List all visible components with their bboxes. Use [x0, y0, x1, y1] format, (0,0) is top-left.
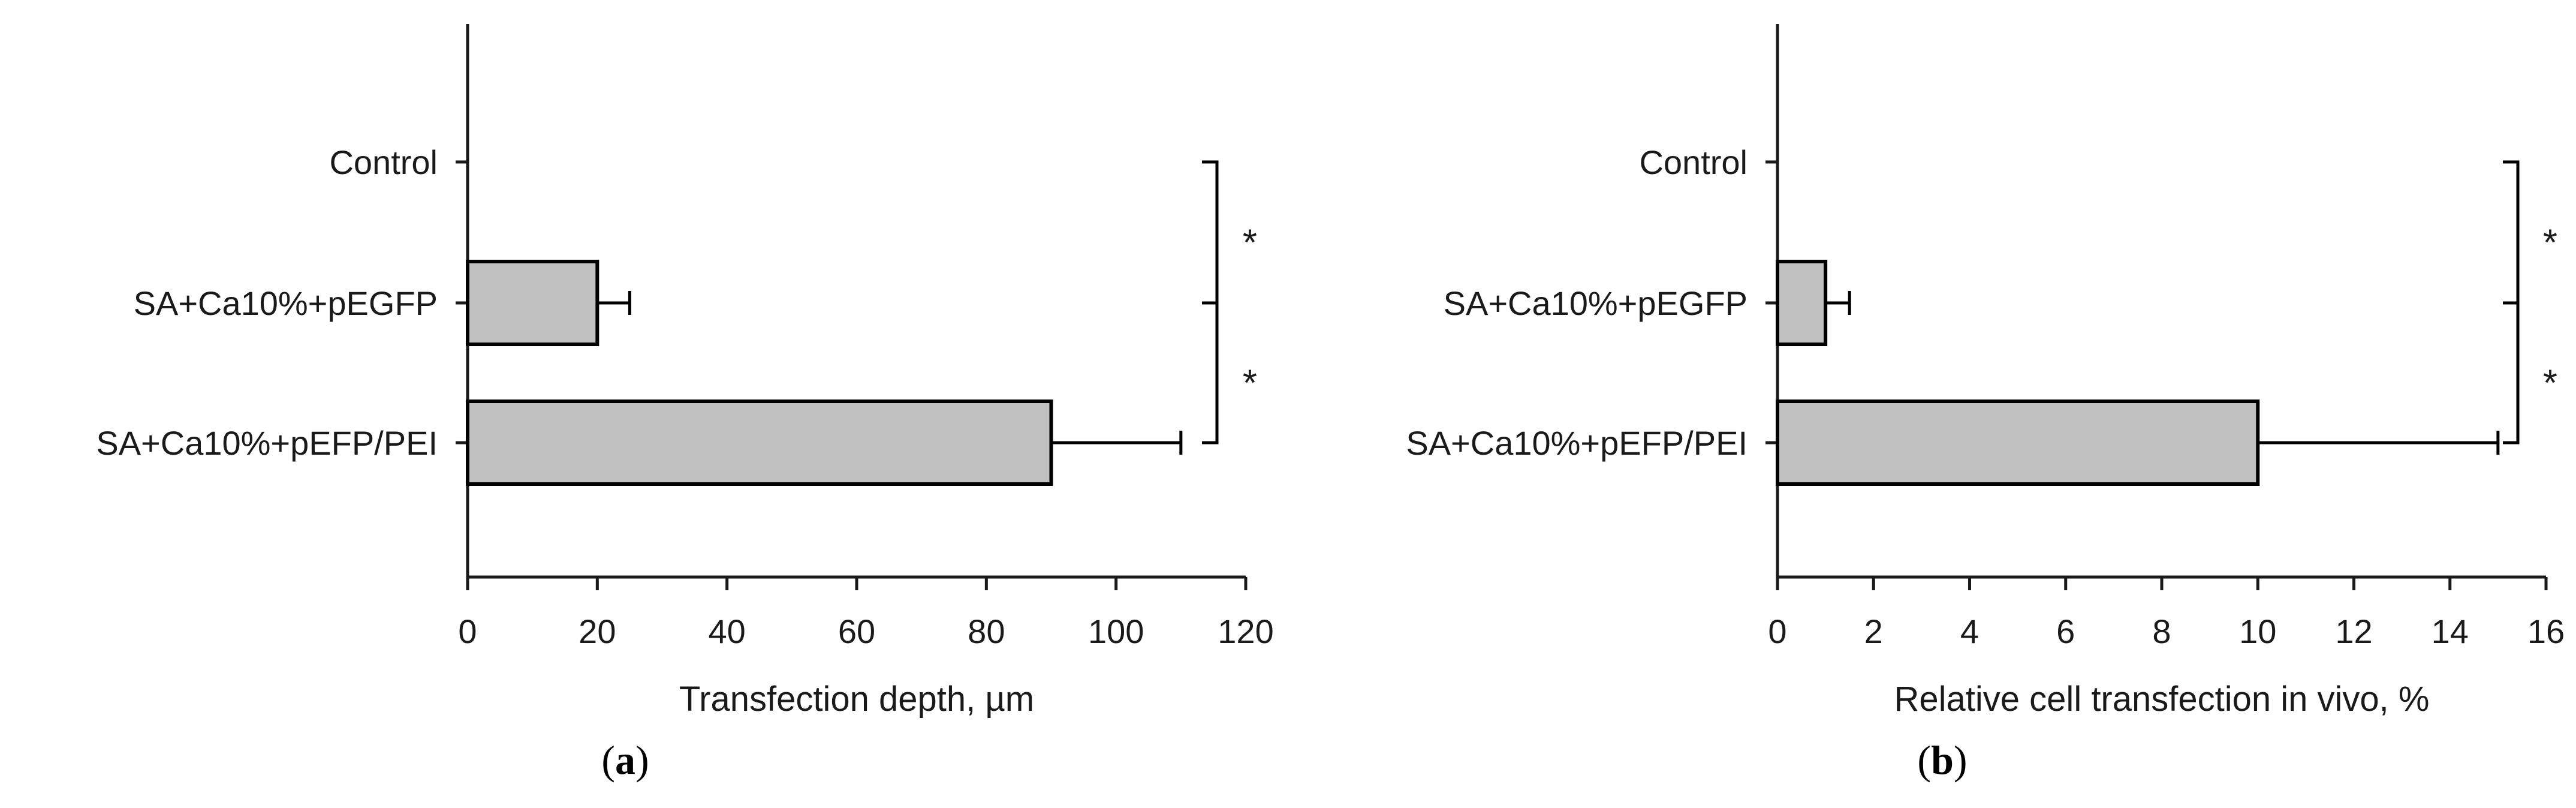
category-label-a: SA+Ca10%+pEFP/PEI: [96, 424, 438, 462]
x-tick-label-b: 12: [2335, 612, 2372, 650]
category-label-b: Control: [1639, 143, 1748, 181]
x-tick-label-b: 8: [2152, 612, 2171, 650]
x-tick-label-a: 0: [458, 612, 477, 650]
x-tick-label-b: 4: [1960, 612, 1979, 650]
x-tick-label-b: 10: [2239, 612, 2276, 650]
x-tick-label-a: 60: [838, 612, 875, 650]
x-axis-label-a: Transfection depth, µm: [679, 680, 1034, 719]
bar-b: [1776, 400, 2260, 486]
bar-a: [466, 260, 599, 346]
chart-panel-b: 0 2 4 6 8 10 12 14 16 Control SA+Ca10%+pEGFP SA+Ca1…: [1406, 24, 2565, 783]
x-tick-label-a: 120: [1218, 612, 1273, 650]
x-tick-label-a: 40: [709, 612, 746, 650]
significance-star-a: *: [1243, 363, 1257, 404]
chart-panel-a: 0 20 40 60 80 100 120 Control SA+Ca10%+pEGFP SA+C…: [96, 24, 1274, 783]
x-tick-label-a: 100: [1088, 612, 1144, 650]
bar-b: [1776, 260, 1828, 346]
panel-label-b: (b): [1917, 737, 1967, 783]
category-label-b: SA+Ca10%+pEFP/PEI: [1406, 424, 1748, 462]
significance-star-b: *: [2543, 223, 2557, 264]
x-tick-label-b: 2: [1864, 612, 1883, 650]
significance-star-b: *: [2543, 363, 2557, 404]
category-label-b: SA+Ca10%+pEGFP: [1444, 284, 1748, 322]
x-axis-label-b: Relative cell transfection in vivo, %: [1894, 680, 2430, 719]
bar-a: [466, 400, 1053, 486]
x-tick-label-a: 80: [968, 612, 1005, 650]
x-tick-label-a: 20: [579, 612, 616, 650]
x-tick-label-b: 6: [2056, 612, 2075, 650]
x-tick-label-b: 16: [2527, 612, 2565, 650]
x-tick-label-b: 14: [2432, 612, 2469, 650]
significance-star-a: *: [1243, 223, 1257, 264]
x-tick-label-b: 0: [1768, 612, 1786, 650]
category-label-a: Control: [329, 143, 438, 181]
panel-label-a: (a): [601, 737, 649, 783]
category-label-a: SA+Ca10%+pEGFP: [134, 284, 438, 322]
